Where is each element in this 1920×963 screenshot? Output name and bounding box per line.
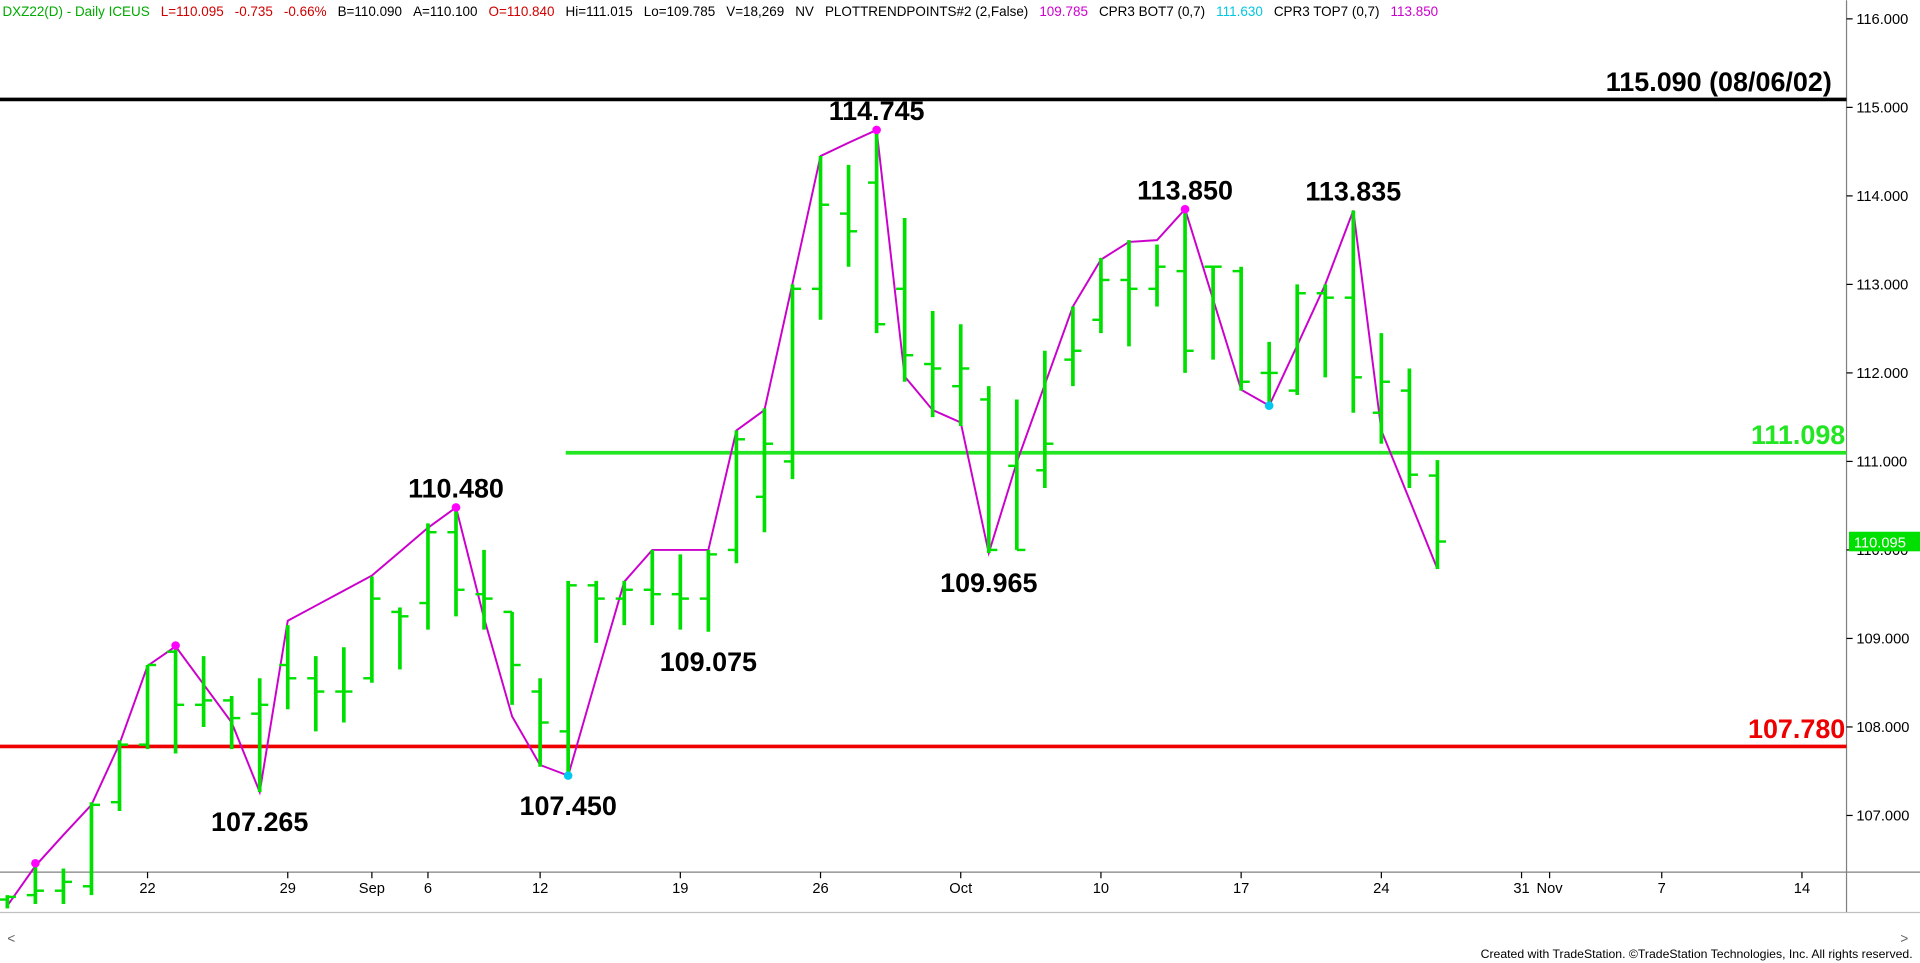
- pivot-point: [1180, 204, 1190, 214]
- x-tick-label: 24: [1373, 881, 1389, 897]
- x-tick-label: 7: [1658, 881, 1666, 897]
- x-tick-label: Oct: [949, 881, 972, 897]
- header-item: 111.630: [1216, 4, 1263, 19]
- y-tick-label: 109.000: [1856, 631, 1909, 647]
- x-tick-label: 29: [280, 881, 296, 897]
- header-item: 113.850: [1391, 4, 1439, 19]
- x-tick-label: 12: [532, 881, 548, 897]
- scroll-arrow[interactable]: <: [7, 931, 15, 946]
- pivot-point: [872, 125, 881, 135]
- x-tick-label: 19: [672, 881, 688, 897]
- header-item: A=110.100: [413, 4, 477, 19]
- header-item: Lo=109.785: [644, 4, 715, 19]
- header-item: PLOTTRENDPOINTS#2 (2,False): [825, 4, 1028, 19]
- header-item: V=18,269: [726, 4, 784, 19]
- level-label: 115.090 (08/06/02): [1606, 67, 1832, 97]
- swing-label: 109.075: [660, 647, 757, 677]
- header-item: Hi=111.015: [566, 4, 633, 19]
- y-tick-label: 112.000: [1856, 366, 1908, 382]
- header-item: CPR3 BOT7 (0,7): [1099, 4, 1205, 19]
- scroll-arrow[interactable]: >: [1900, 931, 1908, 946]
- x-tick-label: Sep: [359, 881, 385, 897]
- header-item: O=110.840: [489, 4, 555, 19]
- header-item: DXZ22(D) - Daily ICEUS: [2, 4, 149, 19]
- header-item: 109.785: [1039, 4, 1088, 19]
- y-tick-label: 115.000: [1856, 100, 1908, 116]
- last-price-badge: [1848, 531, 1920, 552]
- x-tick-label: 14: [1794, 881, 1810, 897]
- x-tick-label: 22: [139, 881, 155, 897]
- swing-label: 114.745: [829, 96, 925, 126]
- pivot-point: [171, 641, 180, 650]
- header-text: DXZ22(D) - Daily ICEUS L=110.095 -0.735 -0.…: [2, 4, 1438, 19]
- header-item: -0.66%: [284, 4, 327, 19]
- y-tick-label: 108.000: [1856, 720, 1909, 736]
- swing-label: 109.965: [940, 568, 1037, 598]
- y-tick-label: 113.000: [1856, 277, 1908, 293]
- x-tick-label: 31: [1513, 881, 1529, 897]
- last-price-label: 110.095: [1854, 536, 1906, 552]
- y-tick-label: 114.000: [1856, 189, 1908, 205]
- x-tick-label: 17: [1233, 881, 1249, 897]
- swing-label: 110.480: [408, 474, 504, 504]
- pivot-point: [451, 503, 461, 512]
- swing-label: 107.450: [519, 791, 616, 821]
- y-tick-label: 111.000: [1856, 454, 1907, 470]
- x-tick-label: Nov: [1537, 881, 1564, 897]
- trend-line: [6, 128, 1439, 907]
- header-item: B=110.090: [338, 4, 402, 19]
- header-item: -0.735: [235, 4, 273, 19]
- swing-label: 107.265: [211, 807, 308, 837]
- swing-label: 113.835: [1305, 177, 1401, 207]
- x-tick-label: 26: [812, 881, 828, 897]
- pivot-point: [31, 858, 40, 868]
- level-label: 111.098: [1751, 420, 1845, 450]
- footer: Created with TradeStation. ©TradeStation…: [1481, 947, 1913, 961]
- x-tick-label: 6: [424, 881, 432, 897]
- pivot-point: [1264, 401, 1274, 410]
- y-tick-label: 116.000: [1856, 12, 1908, 28]
- swing-label: 113.850: [1137, 175, 1233, 205]
- header-item: CPR3 TOP7 (0,7): [1274, 4, 1380, 19]
- header-item: NV: [795, 4, 814, 19]
- level-label: 107.780: [1748, 714, 1845, 744]
- y-tick-label: 107.000: [1856, 808, 1909, 824]
- x-tick-label: 10: [1093, 881, 1109, 897]
- header: DXZ22(D) - Daily ICEUS L=110.095 -0.735 -0.…: [2, 4, 1438, 19]
- header-item: L=110.095: [161, 4, 224, 19]
- pivot-point: [563, 771, 573, 780]
